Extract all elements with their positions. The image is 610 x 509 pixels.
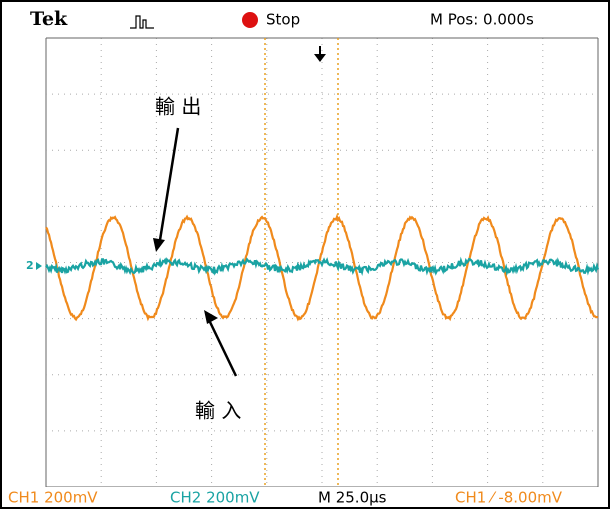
frame [1,1,609,508]
run-indicator [242,12,258,28]
ch2-scale: CH2 200mV [170,489,260,507]
oscilloscope-screen: Tek Stop M Pos: 0.000s 2 輸 出 輸 入 CH1 200… [0,0,610,509]
output-label: 輸 出 [155,95,201,119]
input-label: 輸 入 [195,399,241,423]
trigger-level: CH1 ⁄ -8.00mV [455,489,563,507]
horizontal-position: M Pos: 0.000s [430,11,534,29]
brand: Tek [30,8,68,30]
timebase: M 25.0µs [318,489,387,507]
channel-marker: 2 [26,259,34,272]
page: Tek Stop M Pos: 0.000s 2 輸 出 輸 入 CH1 200… [0,0,610,509]
ch1-scale: CH1 200mV [8,489,98,507]
run-status: Stop [266,11,300,29]
